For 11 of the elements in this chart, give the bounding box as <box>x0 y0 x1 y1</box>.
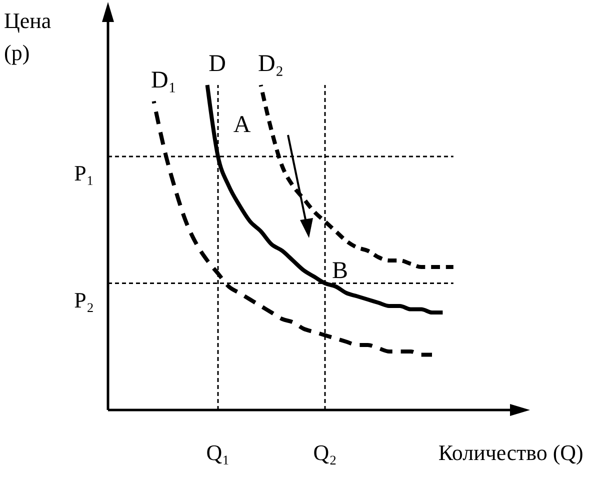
ref-line-label: P₂ <box>74 287 94 312</box>
annotation: A <box>233 112 252 138</box>
series-label: D <box>208 51 226 77</box>
x-tick-label: Q₁ <box>206 440 230 465</box>
y-axis-title: Цена (p) <box>4 8 52 65</box>
x-axis-title: Количество (Q) <box>438 440 584 465</box>
ref-line-label: P₁ <box>74 160 94 186</box>
annotation: B <box>332 258 348 284</box>
series-label: D₁ <box>150 67 177 94</box>
x-tick-label: Q₂ <box>313 440 337 465</box>
series-label: D₂ <box>258 51 284 77</box>
